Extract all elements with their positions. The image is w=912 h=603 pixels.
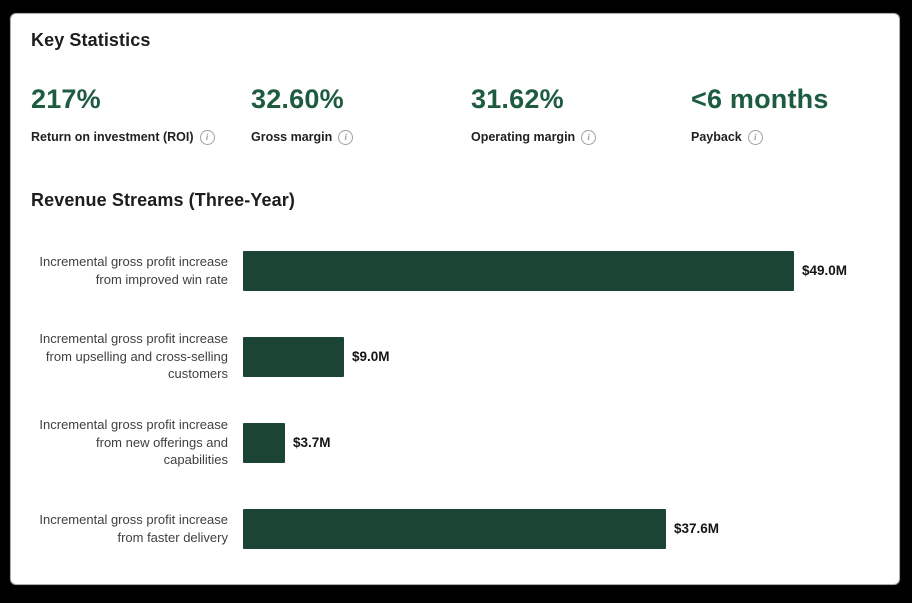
chart-row-upselling: Incremental gross profit increase from u… xyxy=(31,331,879,381)
bar-value-new-offerings: $3.7M xyxy=(293,435,331,451)
bar-label-new-offerings: Incremental gross profit increase from n… xyxy=(39,417,228,468)
stat-payback-label-text: Payback xyxy=(691,130,742,145)
bar-label-upselling: Incremental gross profit increase from u… xyxy=(39,331,228,382)
bar-value-faster-delivery: $37.6M xyxy=(674,521,720,537)
stat-payback-label: Payback i xyxy=(691,129,911,145)
info-icon[interactable]: i xyxy=(199,129,215,145)
info-icon[interactable]: i xyxy=(581,129,597,145)
stat-gross-margin-label-text: Gross margin xyxy=(251,130,333,145)
stat-roi-label: Return on investment (ROI) i xyxy=(31,129,251,145)
bar-upselling xyxy=(243,336,344,377)
stat-roi-value: 217% xyxy=(31,84,101,114)
stat-gross-margin: 32.60% Gross margin i xyxy=(251,84,471,145)
stat-gross-margin-label: Gross margin i xyxy=(251,129,471,145)
bar-value-upselling: $9.0M xyxy=(352,349,390,365)
bar-win-rate xyxy=(243,250,794,291)
stat-operating-margin-label-text: Operating margin xyxy=(471,130,576,145)
stat-payback-value: <6 months xyxy=(691,84,829,114)
bar-value-win-rate: $49.0M xyxy=(802,263,848,279)
key-statistics-heading: Key Statistics xyxy=(31,30,151,50)
stat-operating-margin-value: 31.62% xyxy=(471,84,564,114)
revenue-streams-heading: Revenue Streams (Three-Year) xyxy=(31,189,295,210)
key-statistics-panel: Key Statistics 217% Return on investment… xyxy=(10,13,900,585)
stat-payback: <6 months Payback i xyxy=(691,84,911,145)
info-icon[interactable]: i xyxy=(747,129,763,145)
stat-gross-margin-value: 32.60% xyxy=(251,84,344,114)
stat-operating-margin-label: Operating margin i xyxy=(471,129,691,145)
bar-faster-delivery xyxy=(243,508,666,549)
stats-row: 217% Return on investment (ROI) i 32.60%… xyxy=(31,84,879,145)
info-icon[interactable]: i xyxy=(338,129,354,145)
bar-new-offerings xyxy=(243,422,285,463)
bar-label-win-rate: Incremental gross profit increase from i… xyxy=(39,254,228,287)
stat-roi: 217% Return on investment (ROI) i xyxy=(31,84,251,145)
revenue-streams-bar-chart: Incremental gross profit increase from i… xyxy=(31,250,879,549)
chart-row-win-rate: Incremental gross profit increase from i… xyxy=(31,250,879,291)
stat-operating-margin: 31.62% Operating margin i xyxy=(471,84,691,145)
chart-row-new-offerings: Incremental gross profit increase from n… xyxy=(31,417,879,467)
bar-label-faster-delivery: Incremental gross profit increase from f… xyxy=(39,512,228,545)
chart-row-faster-delivery: Incremental gross profit increase from f… xyxy=(31,508,879,549)
stat-roi-label-text: Return on investment (ROI) xyxy=(31,130,194,145)
